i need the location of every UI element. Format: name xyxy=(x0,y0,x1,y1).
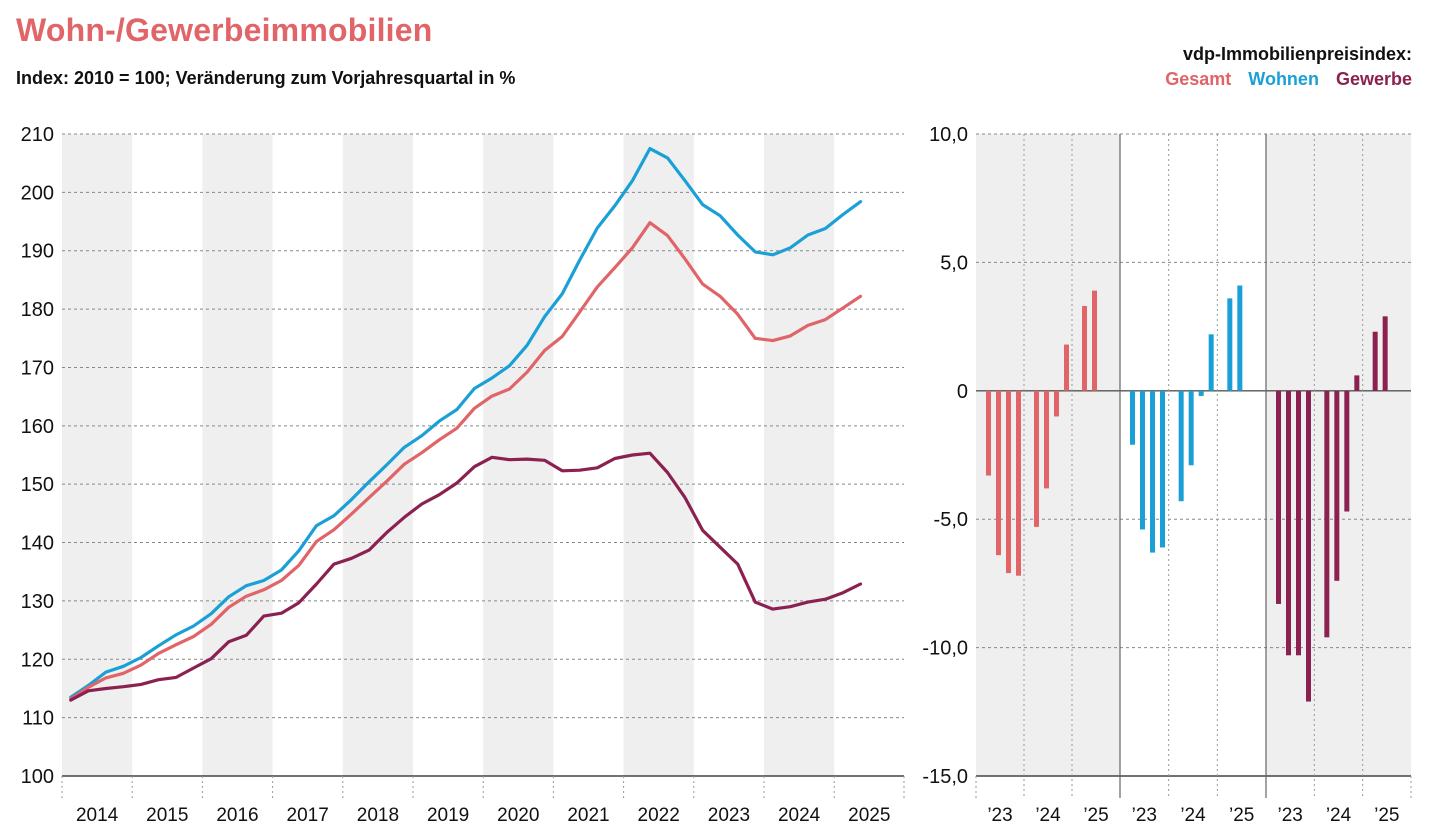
bar-x-tick-label-gesamt-1: ’24 xyxy=(1035,805,1061,826)
bar-gewerbe-q4-2024 xyxy=(1354,375,1360,391)
bar-wohnen-q3-2023 xyxy=(1150,390,1155,553)
bar-wohnen-q4-2023 xyxy=(1160,390,1165,548)
bar-x-tick-label-gewerbe-1: ’24 xyxy=(1326,805,1352,826)
bar-wohnen-q2-2024 xyxy=(1188,390,1194,466)
bar-wohnen-q4-2024 xyxy=(1208,334,1214,391)
year-band-2018 xyxy=(342,134,413,776)
legend-item-gewerbe: Gewerbe xyxy=(1335,69,1412,89)
bar-gesamt-q2-2024 xyxy=(1044,390,1049,489)
year-band-2016 xyxy=(202,134,273,776)
bar-y-tick-label--10,0: -10,0 xyxy=(922,638,968,660)
y-tick-label-130: 130 xyxy=(21,591,54,613)
legend-title: vdp-Immobilienpreisindex: xyxy=(1182,44,1412,64)
y-tick-label-170: 170 xyxy=(21,357,54,379)
bar-gewerbe-q1-2024 xyxy=(1324,390,1330,638)
bar-wohnen-q3-2024 xyxy=(1198,390,1204,396)
x-tick-label-2024: 2024 xyxy=(778,805,821,826)
bar-gesamt-q2-2023 xyxy=(996,390,1001,556)
bar-y-tick-label-10,0: 10,0 xyxy=(929,124,968,146)
bar-gesamt-q4-2024 xyxy=(1064,344,1069,391)
chart-subtitle: Index: 2010 = 100; Veränderung zum Vorja… xyxy=(16,68,516,88)
bar-wohnen-q1-2023 xyxy=(1130,390,1135,445)
x-tick-label-2018: 2018 xyxy=(357,805,399,826)
y-tick-label-160: 160 xyxy=(21,416,54,438)
bar-gewerbe-q1-2025 xyxy=(1372,331,1378,391)
bar-y-tick-label-0: 0 xyxy=(957,381,968,403)
bar-x-tick-label-wohnen-2: ’25 xyxy=(1229,805,1254,826)
bar-y-tick-label-5,0: 5,0 xyxy=(940,252,968,274)
bar-gesamt-q3-2024 xyxy=(1054,390,1059,417)
x-tick-label-2025: 2025 xyxy=(848,805,890,826)
x-tick-label-2022: 2022 xyxy=(638,805,680,826)
bar-gesamt-q1-2023 xyxy=(986,390,991,476)
y-tick-label-210: 210 xyxy=(21,124,54,146)
legend-item-gesamt: Gesamt xyxy=(1165,69,1232,89)
bar-wohnen-q2-2023 xyxy=(1140,390,1145,530)
bar-x-tick-label-gewerbe-2: ’25 xyxy=(1374,805,1399,826)
bar-gesamt-q3-2023 xyxy=(1006,390,1011,574)
line-gewerbe xyxy=(69,451,863,702)
y-tick-label-190: 190 xyxy=(21,241,54,263)
bar-wohnen-q2-2025 xyxy=(1237,285,1243,391)
bar-gesamt-q2-2025 xyxy=(1092,290,1097,391)
bar-gewerbe-q2-2024 xyxy=(1334,390,1340,581)
bar-x-tick-label-wohnen-1: ’24 xyxy=(1180,805,1206,826)
legend: vdp-Immobilienpreisindex: Gesamt Wohnen … xyxy=(1153,44,1412,90)
y-tick-label-150: 150 xyxy=(21,474,54,496)
x-tick-label-2014: 2014 xyxy=(76,805,119,826)
y-tick-label-100: 100 xyxy=(21,766,54,788)
x-tick-label-2016: 2016 xyxy=(216,805,258,826)
bar-wohnen-q1-2025 xyxy=(1227,298,1233,391)
chart-title: Wohn-/Gewerbeimmobilien xyxy=(16,12,433,48)
bar-y-tick-label--5,0: -5,0 xyxy=(934,509,968,531)
bar-gewerbe-q2-2025 xyxy=(1382,316,1388,391)
line-wohnen xyxy=(69,147,863,699)
y-tick-label-180: 180 xyxy=(21,299,54,321)
bar-gewerbe-q1-2023 xyxy=(1276,390,1281,604)
y-tick-label-200: 200 xyxy=(21,182,54,204)
x-tick-label-2019: 2019 xyxy=(427,805,469,826)
x-tick-label-2017: 2017 xyxy=(287,805,329,826)
bar-wohnen-q1-2024 xyxy=(1178,390,1184,502)
x-tick-label-2023: 2023 xyxy=(708,805,750,826)
bar-x-tick-label-gewerbe-0: ’23 xyxy=(1277,805,1302,826)
bar-x-tick-label-wohnen-0: ’23 xyxy=(1132,805,1157,826)
bar-x-tick-label-gesamt-2: ’25 xyxy=(1083,805,1108,826)
bar-gesamt-q4-2023 xyxy=(1016,390,1021,576)
bar-gewerbe-q3-2024 xyxy=(1344,390,1350,512)
y-tick-label-110: 110 xyxy=(22,708,54,730)
bar-gewerbe-q4-2023 xyxy=(1306,390,1311,702)
line-gesamt xyxy=(69,221,863,701)
y-tick-label-140: 140 xyxy=(21,533,54,555)
legend-item-wohnen: Wohnen xyxy=(1248,69,1319,89)
year-band-2014 xyxy=(62,134,133,776)
x-tick-label-2021: 2021 xyxy=(567,805,609,826)
bar-x-tick-label-gesamt-0: ’23 xyxy=(987,805,1012,826)
bar-y-tick-label--15,0: -15,0 xyxy=(922,766,968,788)
x-tick-label-2015: 2015 xyxy=(146,805,188,826)
bar-gesamt-q1-2024 xyxy=(1034,390,1039,527)
bar-gesamt-q1-2025 xyxy=(1082,306,1087,391)
y-tick-label-120: 120 xyxy=(21,649,54,671)
bar-gewerbe-q2-2023 xyxy=(1286,390,1291,656)
year-band-2020 xyxy=(483,134,554,776)
x-tick-label-2020: 2020 xyxy=(497,805,539,826)
bar-gewerbe-q3-2023 xyxy=(1296,390,1301,656)
